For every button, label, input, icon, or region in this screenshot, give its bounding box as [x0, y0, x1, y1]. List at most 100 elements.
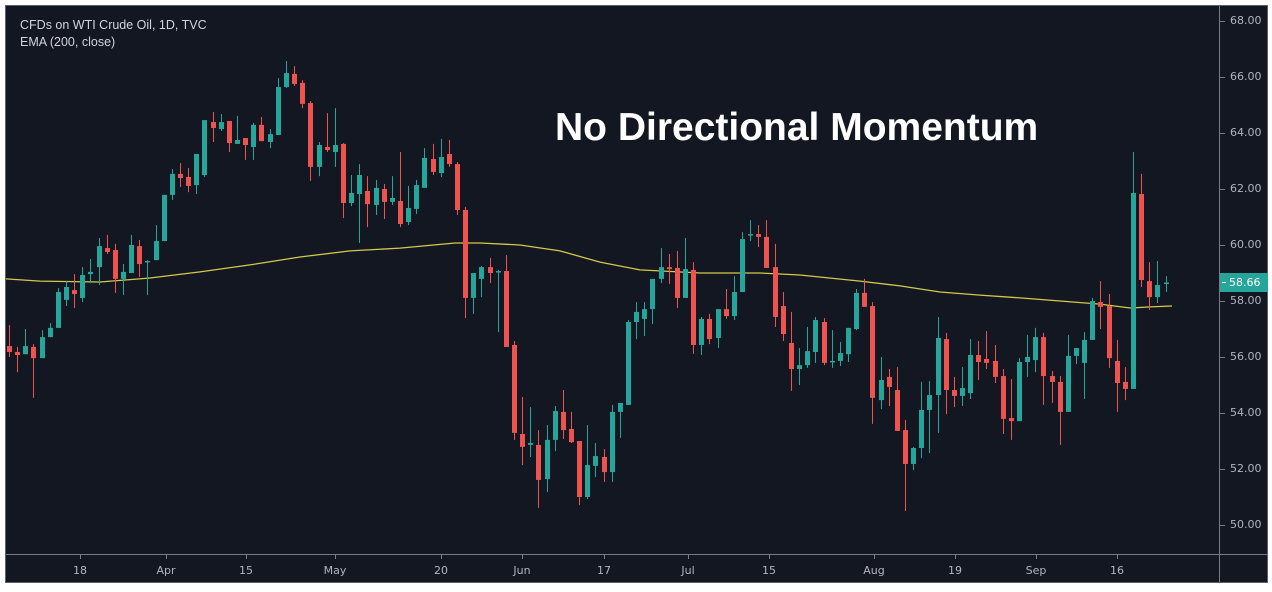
candle — [113, 243, 118, 293]
candle — [276, 78, 281, 135]
time-label: Jun — [513, 564, 531, 577]
candle — [145, 260, 150, 296]
time-tick — [441, 555, 442, 559]
candle — [659, 248, 664, 284]
candle — [773, 243, 778, 328]
price-label: 62.00 — [1230, 182, 1262, 195]
candle — [23, 329, 28, 355]
candle — [1107, 294, 1112, 368]
candle — [952, 376, 957, 408]
candle — [431, 143, 436, 175]
candle — [993, 344, 998, 384]
candle — [31, 344, 36, 398]
candle — [512, 341, 517, 440]
candle — [390, 176, 395, 205]
candle — [162, 194, 167, 242]
candle — [463, 206, 468, 319]
candle — [406, 185, 411, 226]
chart-plot-area[interactable]: CFDs on WTI Crude Oil, 1D, TVC EMA (200,… — [6, 6, 1219, 554]
symbol-legend[interactable]: CFDs on WTI Crude Oil, 1D, TVC — [20, 18, 207, 32]
price-tick — [1220, 357, 1225, 358]
candle — [862, 278, 867, 307]
candle — [170, 169, 175, 200]
time-tick — [246, 555, 247, 559]
price-tick — [1220, 301, 1225, 302]
time-axis[interactable]: 18 Apr 15 May 20 Jun 17 Jul 15 Aug 19 Sep 16 — [6, 554, 1219, 582]
candle — [422, 148, 427, 188]
candle — [496, 269, 501, 333]
candle — [365, 176, 370, 228]
price-label: 64.00 — [1230, 126, 1262, 139]
time-label: Jul — [681, 564, 695, 577]
candle — [960, 367, 965, 406]
candle — [528, 407, 533, 457]
price-tick — [1220, 77, 1225, 78]
candle — [129, 234, 134, 273]
candle — [740, 232, 745, 293]
time-label: 15 — [239, 564, 253, 577]
candle — [1090, 297, 1095, 340]
candle — [219, 113, 224, 132]
candle — [333, 108, 338, 167]
candle — [1017, 358, 1022, 422]
candle — [300, 80, 305, 109]
price-tick — [1220, 21, 1225, 22]
candle — [48, 323, 53, 338]
time-label: 17 — [597, 564, 611, 577]
candle — [879, 357, 884, 410]
candle — [243, 138, 248, 160]
candle — [374, 180, 379, 216]
price-tick — [1220, 469, 1225, 470]
candle — [536, 430, 541, 508]
candle — [683, 238, 688, 298]
time-tick — [335, 555, 336, 559]
axis-corner — [1219, 554, 1268, 582]
candle — [813, 316, 818, 363]
candle — [308, 101, 313, 181]
candle — [1001, 369, 1006, 434]
time-tick — [769, 555, 770, 559]
candle — [569, 411, 574, 443]
candle — [439, 138, 444, 177]
price-label: 66.00 — [1230, 70, 1262, 83]
candle — [1147, 262, 1152, 310]
chart-frame — [5, 5, 1268, 583]
candle — [268, 129, 273, 149]
candle — [211, 112, 216, 142]
candle — [797, 348, 802, 385]
time-label: 16 — [1110, 564, 1124, 577]
candle — [561, 390, 566, 440]
candle — [15, 346, 20, 373]
headline-annotation: No Directional Momentum — [555, 106, 1039, 149]
candle — [927, 381, 932, 454]
candle — [357, 164, 362, 244]
candle — [748, 220, 753, 242]
candle — [105, 234, 110, 254]
price-tick — [1220, 189, 1225, 190]
price-axis[interactable]: 68.00 66.00 64.00 62.00 60.00 58.00 56.00 54.00… — [1219, 6, 1268, 554]
candle — [895, 367, 900, 431]
candle — [1066, 334, 1071, 412]
candle — [1033, 327, 1038, 373]
candle — [235, 115, 240, 144]
indicator-legend[interactable]: EMA (200, close) — [20, 35, 116, 49]
candle — [471, 273, 476, 314]
candle — [618, 402, 623, 438]
candle — [1041, 332, 1046, 405]
candle — [194, 154, 199, 195]
candle — [691, 262, 696, 354]
candle — [976, 341, 981, 380]
price-tick — [1220, 413, 1225, 414]
candle — [764, 220, 769, 268]
candle — [382, 183, 387, 219]
time-tick — [1036, 555, 1037, 559]
candle — [398, 152, 403, 228]
candle — [1050, 371, 1055, 403]
candle — [650, 278, 655, 324]
time-label: Apr — [156, 564, 176, 577]
candle — [1098, 281, 1103, 329]
time-label: Sep — [1025, 564, 1047, 577]
candle — [830, 330, 835, 368]
candle — [251, 122, 256, 160]
candle — [154, 225, 159, 261]
